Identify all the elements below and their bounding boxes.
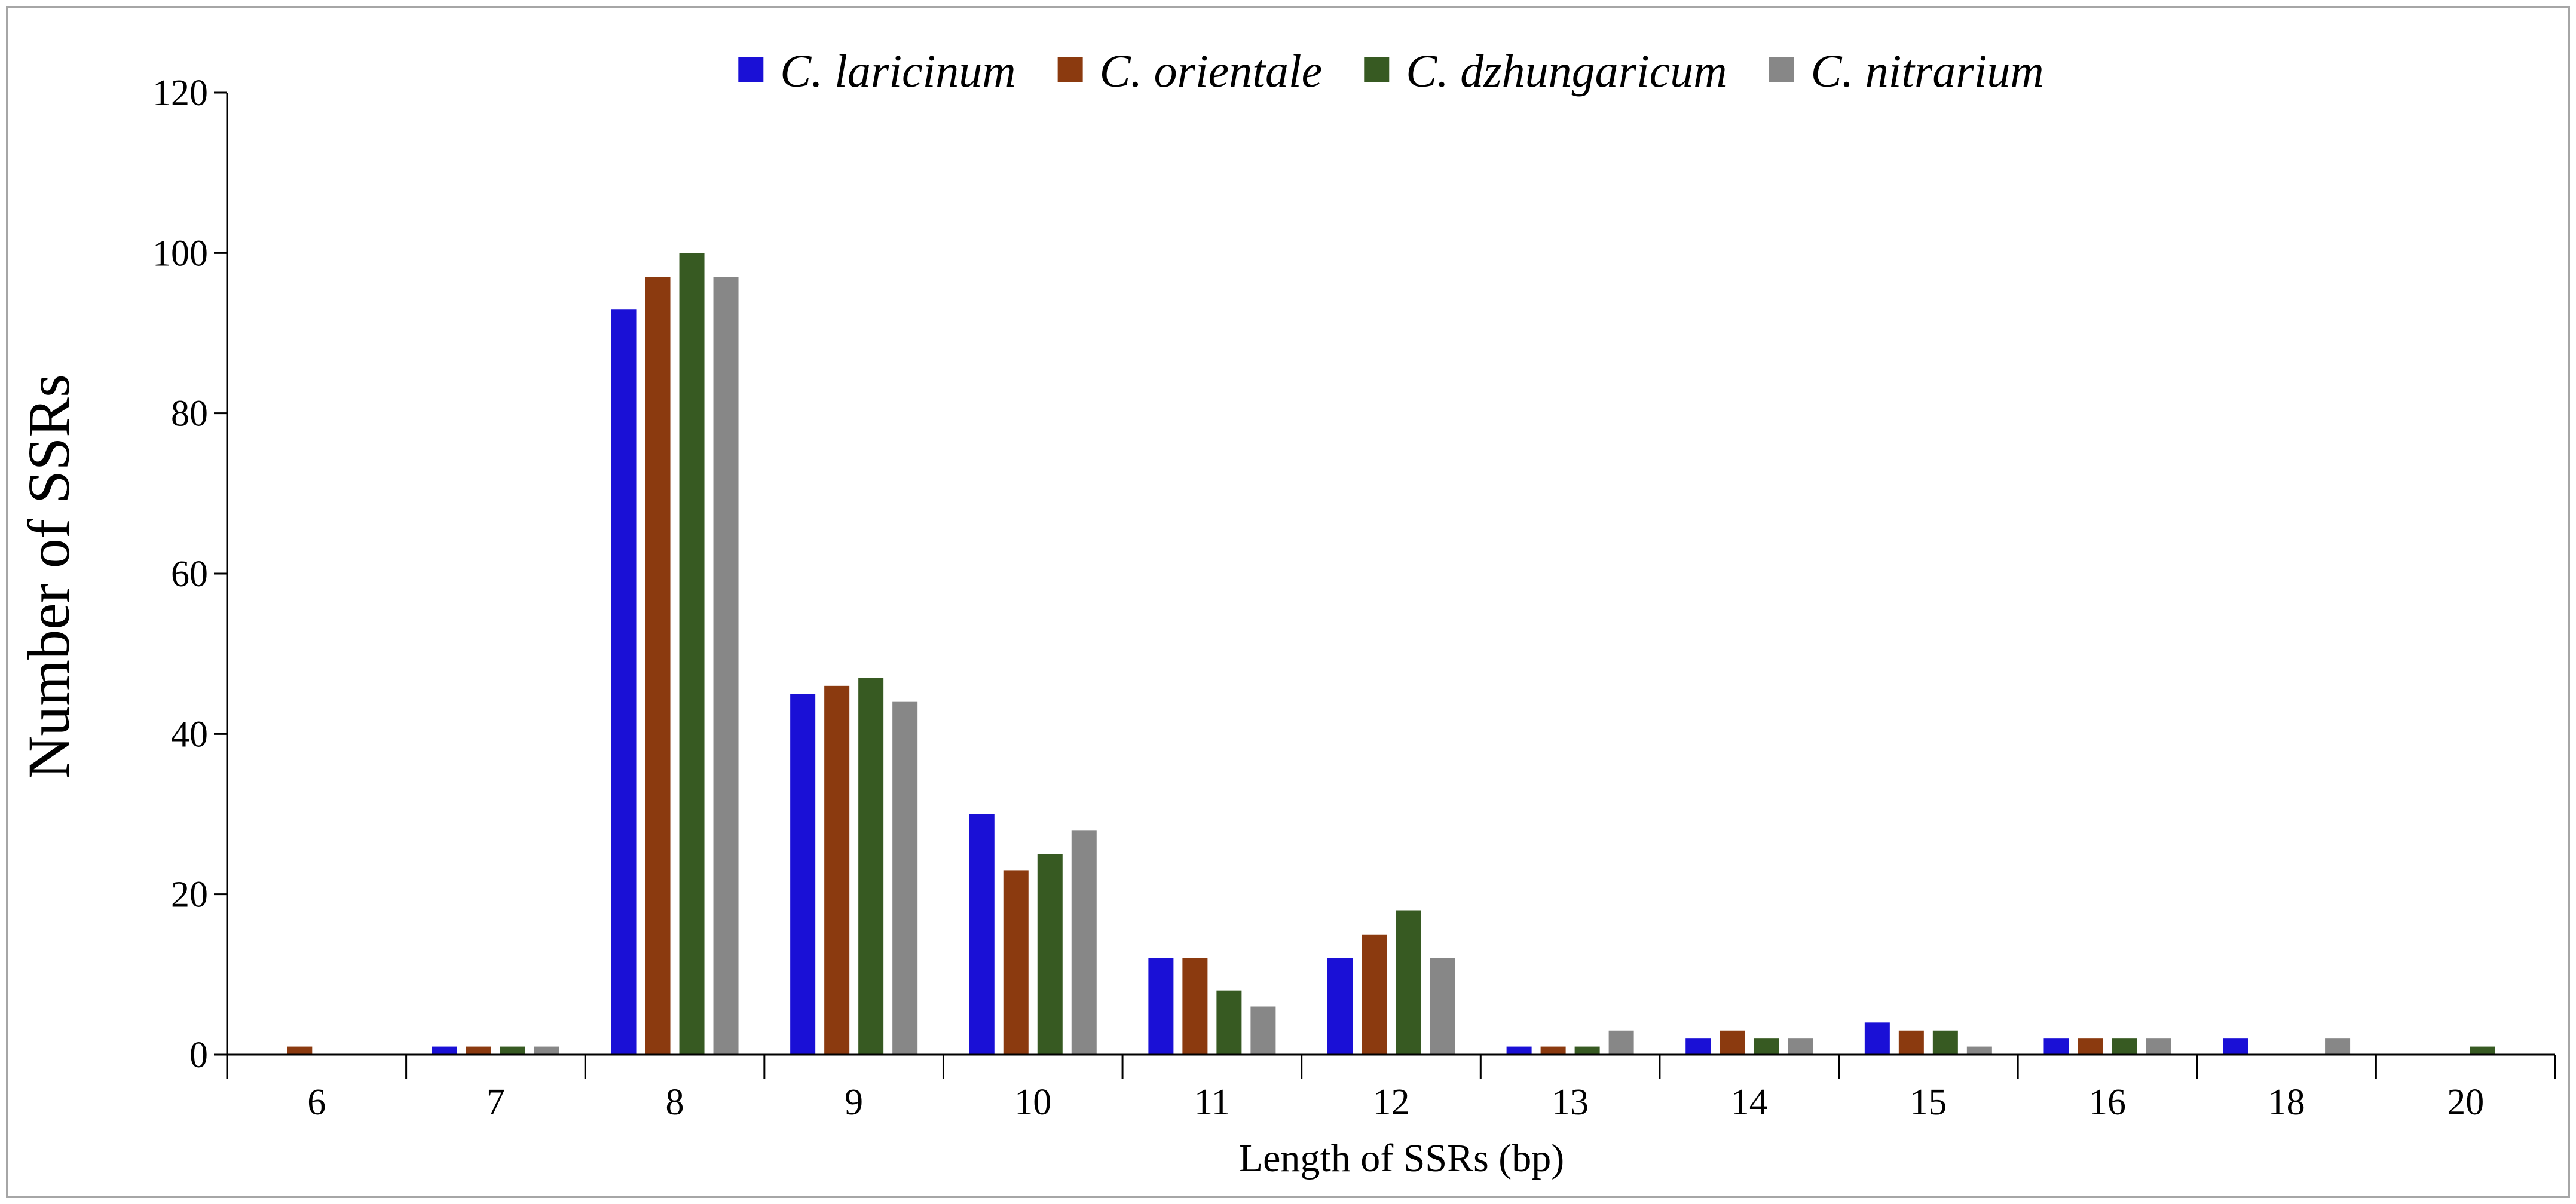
y-tick-label: 60 bbox=[171, 554, 208, 595]
bar bbox=[2325, 1038, 2351, 1055]
bar bbox=[1327, 958, 1353, 1055]
legend-swatch bbox=[1769, 57, 1794, 82]
bar bbox=[1506, 1046, 1532, 1055]
bar bbox=[2146, 1038, 2171, 1055]
x-tick-label: 14 bbox=[1731, 1082, 1768, 1123]
y-tick-label: 80 bbox=[171, 394, 208, 434]
bar bbox=[1898, 1030, 1924, 1055]
bar bbox=[1216, 990, 1242, 1055]
legend-swatch bbox=[1057, 57, 1083, 82]
bar bbox=[2078, 1038, 2103, 1055]
bar bbox=[1003, 870, 1029, 1055]
bar bbox=[713, 277, 739, 1055]
bar bbox=[1720, 1030, 1745, 1055]
x-tick-label: 12 bbox=[1373, 1082, 1410, 1123]
chart-frame bbox=[6, 6, 2570, 1198]
legend-swatch bbox=[1364, 57, 1390, 82]
bar bbox=[1250, 1006, 1276, 1055]
bar bbox=[2223, 1038, 2248, 1055]
legend-label: C. dzhungaricum bbox=[1406, 45, 1727, 97]
bar bbox=[1864, 1022, 1890, 1055]
y-axis-title: Number of SSRs bbox=[16, 374, 82, 779]
legend-label: C. laricinum bbox=[780, 45, 1015, 97]
y-tick-label: 20 bbox=[171, 875, 208, 915]
bar bbox=[790, 694, 816, 1055]
legend-label: C. nitrarium bbox=[1811, 45, 2044, 97]
bar bbox=[1540, 1046, 1566, 1055]
x-tick-label: 8 bbox=[666, 1082, 684, 1123]
x-tick-label: 7 bbox=[487, 1082, 505, 1123]
bar bbox=[892, 701, 918, 1055]
bar bbox=[466, 1046, 491, 1055]
x-axis-title: Length of SSRs (bp) bbox=[1239, 1136, 1565, 1180]
y-tick-label: 120 bbox=[152, 73, 208, 114]
bar bbox=[1574, 1046, 1600, 1055]
x-tick-label: 20 bbox=[2447, 1082, 2484, 1123]
x-tick-label: 15 bbox=[1910, 1082, 1947, 1123]
x-tick-label: 11 bbox=[1194, 1082, 1230, 1123]
bar bbox=[1966, 1046, 1992, 1055]
bar bbox=[2043, 1038, 2069, 1055]
bar bbox=[1396, 910, 1421, 1055]
x-tick-label: 18 bbox=[2268, 1082, 2305, 1123]
bars-group bbox=[287, 253, 2495, 1055]
axes-group: 0 20 40 60 80 100 120 6 7 8 9 10 11 12 13 14 15 16 18 20 bbox=[152, 73, 2556, 1123]
y-tick-label: 100 bbox=[152, 233, 208, 274]
bar bbox=[1071, 830, 1097, 1055]
bar bbox=[287, 1046, 313, 1055]
bar bbox=[1685, 1038, 1711, 1055]
bar bbox=[500, 1046, 525, 1055]
legend-swatch bbox=[738, 57, 764, 82]
x-tick-label: 16 bbox=[2089, 1082, 2126, 1123]
legend-label: C. orientale bbox=[1100, 45, 1323, 97]
bar bbox=[679, 253, 705, 1055]
bar bbox=[2470, 1046, 2495, 1055]
bar bbox=[432, 1046, 457, 1055]
bar bbox=[858, 678, 884, 1055]
bar bbox=[969, 814, 995, 1055]
bar bbox=[1037, 854, 1063, 1055]
bar bbox=[1754, 1038, 1779, 1055]
legend: C. laricinum C. orientale C. dzhungaricum C… bbox=[738, 45, 2044, 97]
bar bbox=[1148, 958, 1174, 1055]
y-tick-label: 40 bbox=[171, 714, 208, 755]
bar bbox=[645, 277, 671, 1055]
y-tick-label: 0 bbox=[189, 1035, 208, 1076]
bar bbox=[534, 1046, 559, 1055]
bar bbox=[1788, 1038, 1813, 1055]
x-tick-label: 9 bbox=[845, 1082, 863, 1123]
x-tick-label: 6 bbox=[307, 1082, 326, 1123]
x-tick-label: 10 bbox=[1014, 1082, 1051, 1123]
bar bbox=[2112, 1038, 2137, 1055]
bar bbox=[1430, 958, 1455, 1055]
bar bbox=[1362, 934, 1387, 1055]
bar bbox=[1608, 1030, 1634, 1055]
x-tick-label: 13 bbox=[1552, 1082, 1589, 1123]
bar bbox=[1182, 958, 1208, 1055]
bar bbox=[1932, 1030, 1958, 1055]
bar bbox=[611, 309, 637, 1055]
bar bbox=[824, 685, 850, 1055]
